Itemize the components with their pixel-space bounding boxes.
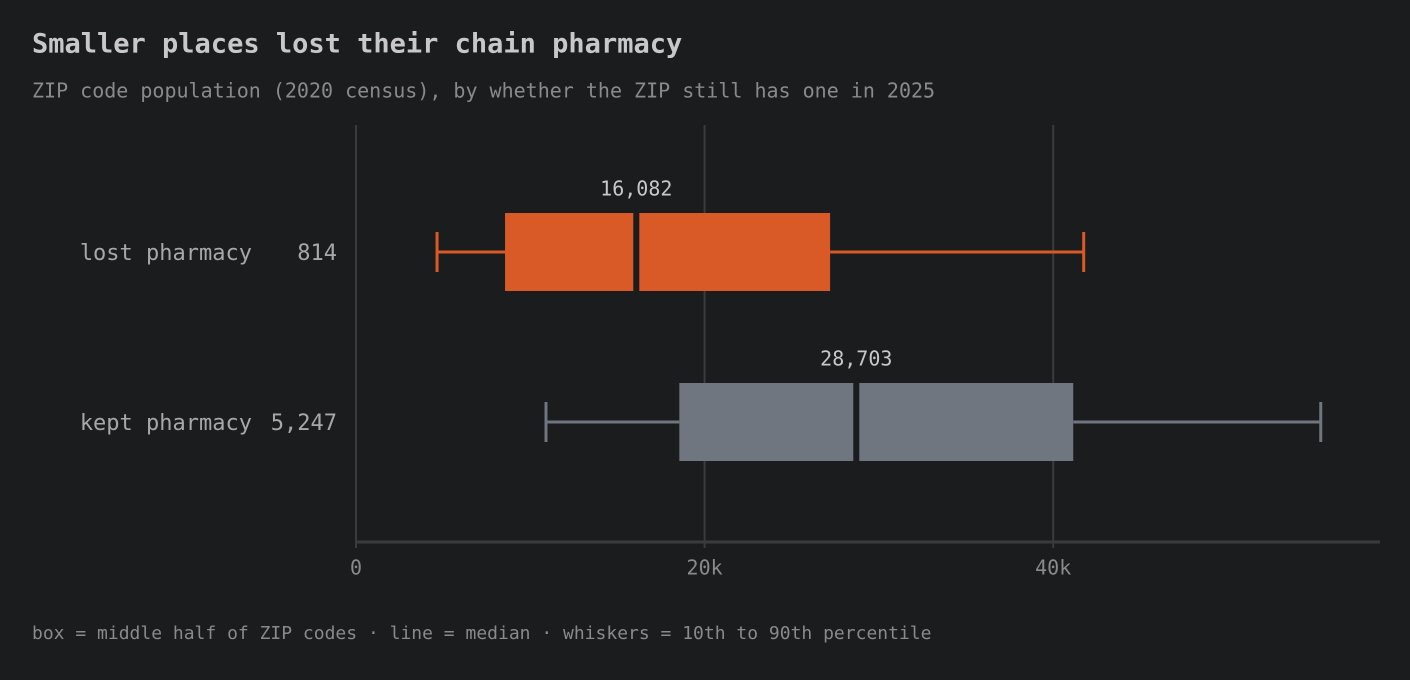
median-label: 16,082 [600,177,672,201]
chart-title: Smaller places lost their chain pharmacy [32,29,682,60]
x-tick-label: 0 [350,556,362,580]
x-tick-label: 40k [1035,556,1071,580]
row-count: 5,247 [271,411,337,436]
x-tick-label: 20k [687,556,723,580]
median-label: 28,703 [820,347,892,371]
chart-subtitle: ZIP code population (2020 census), by wh… [32,79,935,103]
chart-note: box = middle half of ZIP codes · line = … [32,623,931,644]
row-count: 814 [297,241,337,266]
row-label: lost pharmacy [80,241,252,266]
box [505,213,831,291]
row-label: kept pharmacy [80,411,252,436]
box [679,383,1074,461]
